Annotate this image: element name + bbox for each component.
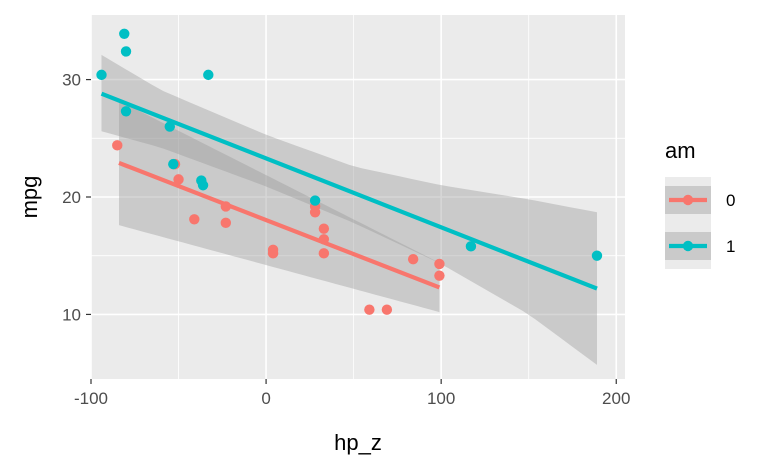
data-point-1 xyxy=(197,180,209,191)
confidence-band-0 xyxy=(119,100,440,313)
x-tick-label: -100 xyxy=(74,389,108,408)
fit-lines xyxy=(100,91,598,291)
legend-point-swatch-1 xyxy=(682,240,694,252)
data-point-1 xyxy=(465,241,477,252)
y-tick-label: 30 xyxy=(62,71,81,90)
fit-line-0 xyxy=(118,160,441,290)
data-point-0 xyxy=(112,140,123,151)
x-tick-label: 100 xyxy=(427,389,455,408)
data-point-1 xyxy=(591,250,603,261)
y-axis-title: mpg xyxy=(17,176,42,219)
data-point-0 xyxy=(220,217,232,229)
legend-label-1: 1 xyxy=(726,237,735,256)
y-tick-label: 20 xyxy=(62,188,81,207)
data-point-1 xyxy=(119,28,130,39)
x-tick-label: 0 xyxy=(261,389,270,408)
major-grid xyxy=(90,15,625,379)
x-tick-label: 200 xyxy=(602,389,630,408)
data-point-0 xyxy=(267,248,279,259)
data-point-1 xyxy=(203,69,214,81)
data-point-0 xyxy=(189,214,200,225)
x-axis-ticks: -100 0 100 200 xyxy=(74,379,630,408)
y-axis-ticks: 10 20 30 xyxy=(62,71,91,324)
data-point-1 xyxy=(164,121,175,132)
confidence-band-1 xyxy=(101,54,597,365)
y-tick-label: 10 xyxy=(62,305,81,324)
data-point-1 xyxy=(168,158,179,170)
data-point-0 xyxy=(381,304,393,315)
confidence-bands xyxy=(101,54,597,365)
data-point-0 xyxy=(364,304,375,315)
data-point-0 xyxy=(318,223,330,234)
data-point-1 xyxy=(96,69,107,81)
fit-line-1 xyxy=(100,91,598,291)
legend-label-0: 0 xyxy=(726,191,735,210)
data-point-0 xyxy=(318,248,330,259)
data-point-0 xyxy=(318,234,330,245)
x-axis-title: hp_z xyxy=(334,430,382,455)
data-point-0 xyxy=(434,270,445,281)
data-point-0 xyxy=(173,174,184,185)
legend-point-swatch-0 xyxy=(682,194,694,206)
data-point-1 xyxy=(309,195,321,206)
legend: am 01 xyxy=(665,138,735,269)
data-point-0 xyxy=(220,201,232,212)
data-points xyxy=(96,28,603,315)
data-point-1 xyxy=(120,106,132,117)
data-point-0 xyxy=(407,254,419,265)
legend-title: am xyxy=(665,138,696,163)
data-point-1 xyxy=(120,46,132,57)
data-point-0 xyxy=(434,258,445,270)
legend-keys: 01 xyxy=(665,177,735,269)
